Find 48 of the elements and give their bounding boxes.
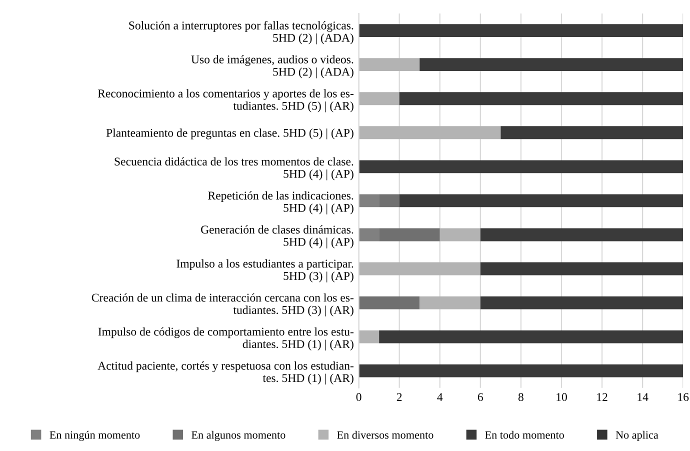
bar: [358, 24, 684, 38]
bar: [480, 296, 684, 310]
legend-label: En ningún momento: [50, 430, 140, 441]
bar: [480, 262, 684, 276]
bar: [358, 126, 501, 140]
y-tick-label: Impulso a los estudiantes a participar. 5HD (3) | (AP): [176, 259, 354, 282]
bar: [379, 194, 400, 208]
x-tick-label: 0: [356, 393, 362, 402]
y-tick-label: Actitud paciente, cortés y respetuosa con los estudian- tes. 5HD (1) | (AR): [98, 361, 354, 385]
y-tick-label: Generación de clases dinámicas. 5HD (4) | (AP): [201, 225, 354, 248]
bar: [480, 228, 684, 242]
bar: [379, 228, 440, 242]
x-tick-label: 14: [638, 393, 648, 401]
bar: [358, 330, 380, 344]
bar: [358, 160, 684, 174]
y-tick-label: Uso de imágenes, audios o videos. 5HD (2) | (ADA): [191, 55, 354, 78]
bar: [358, 296, 420, 310]
bar: [358, 262, 480, 276]
bar: [420, 58, 684, 72]
x-tick-label: 4: [437, 393, 443, 401]
bar: [358, 92, 400, 106]
bar: [358, 228, 380, 242]
x-tick-label: 12: [597, 393, 608, 401]
legend-label: En algunos momento: [192, 430, 286, 441]
bar: [440, 228, 480, 242]
bar: [379, 330, 684, 344]
x-tick-label: 8: [518, 393, 524, 402]
x-tick-label: 16: [678, 393, 689, 402]
x-tick-label: 6: [478, 393, 484, 402]
y-tick-label: Secuencia didáctica de los tres momentos de clase. 5HD (4) | (AP): [114, 157, 354, 180]
bar: [399, 92, 684, 106]
y-tick-label: Planteamiento de preguntas en clase. 5HD (5) | (AP): [106, 128, 354, 140]
legend-label: En diversos momento: [337, 430, 434, 439]
legend-label: No aplica: [616, 430, 658, 441]
bar: [420, 296, 480, 310]
y-tick-label: Repetición de las indicaciones. 5HD (4) | (AP): [208, 191, 354, 214]
legend-label: En todo momento: [485, 430, 564, 439]
bar: [500, 126, 684, 140]
bar: [358, 364, 684, 378]
bar: [358, 194, 380, 208]
x-tick-label: 2: [396, 393, 402, 401]
y-tick-label: Impulso de códigos de comportamiento entre los estu- diantes. 5HD (1) | (AR): [98, 327, 354, 350]
y-tick-label: Solución a interruptores por fallas tecnológicas. 5HD (2) | (ADA): [129, 21, 354, 44]
bar: [399, 194, 684, 208]
bar: [358, 58, 420, 72]
y-tick-label: Creación de un clima de interacción cercana con los es- tudiantes. 5HD (3) | (AR): [92, 293, 354, 316]
x-tick-label: 10: [556, 393, 567, 402]
y-tick-label: Reconocimiento a los comentarios y aportes de los es- tudiantes. 5HD (5) | (AR): [98, 89, 354, 112]
